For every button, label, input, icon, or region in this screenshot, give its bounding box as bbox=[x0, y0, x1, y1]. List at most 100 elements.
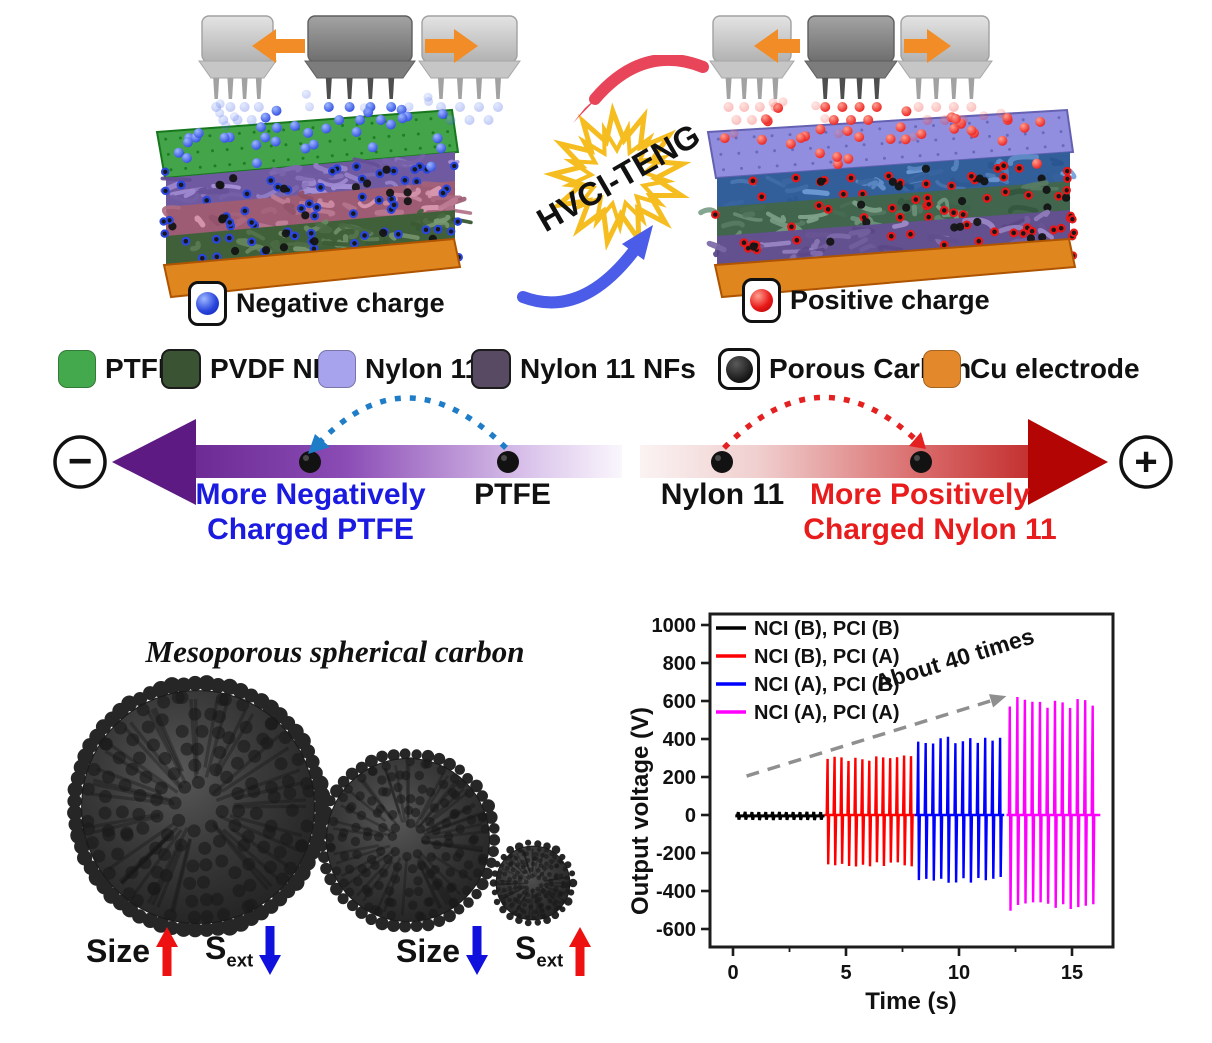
sext-label: Sext bbox=[515, 930, 564, 971]
legend-entry-label: NCI (B), PCI (B) bbox=[754, 618, 900, 640]
more-negatively-label: More Negatively bbox=[195, 478, 426, 511]
legend-entry-label: NCI (A), PCI (B) bbox=[754, 674, 900, 696]
star-burst-icon bbox=[517, 55, 709, 309]
sext-up-arrow-icon bbox=[569, 927, 592, 976]
red-arc-arrowhead-icon bbox=[909, 432, 926, 449]
corona-nozzle-center bbox=[304, 15, 416, 99]
minus-symbol: − bbox=[68, 437, 93, 484]
triboelectric-series-scale: − + bbox=[53, 394, 1173, 505]
corona-nozzle-side bbox=[897, 15, 993, 99]
series-0 bbox=[735, 811, 825, 821]
move-left-arrow-icon bbox=[252, 29, 305, 63]
plus-circle-icon bbox=[1119, 435, 1173, 489]
size-down-arrow-icon bbox=[466, 926, 489, 975]
positive-direction-arrowhead bbox=[1028, 419, 1108, 505]
size-up-arrow-icon bbox=[156, 927, 179, 976]
nanofiber-layer bbox=[161, 181, 473, 237]
red-dashed-shift-arc bbox=[722, 394, 918, 450]
y-tick-label: 800 bbox=[663, 653, 696, 675]
sext-label: Sext bbox=[205, 930, 254, 971]
nylon11-point-label: Nylon 11 bbox=[660, 478, 785, 511]
nylon11-label: Nylon 11 bbox=[365, 353, 481, 384]
negative-charge-icon bbox=[188, 281, 227, 326]
blue-sphere-icon bbox=[196, 292, 219, 315]
cu-electrode-base bbox=[713, 237, 1077, 299]
series-3 bbox=[1006, 696, 1101, 911]
nylon11-nfs-label: Nylon 11 NFs bbox=[520, 353, 696, 384]
pvdf-nfs-swatch-icon bbox=[161, 349, 201, 389]
legend-negative-charge: Negative charge bbox=[188, 281, 445, 326]
cu-electrode-label: Cu electrode bbox=[970, 353, 1140, 384]
ptfe-dot bbox=[497, 451, 519, 473]
y-tick-label: -200 bbox=[656, 843, 696, 865]
cu-electrode-swatch-icon bbox=[923, 350, 961, 388]
hvci-teng-burst: HVCI-TENG bbox=[517, 55, 709, 309]
nanofiber-layer bbox=[717, 152, 1077, 209]
plus-symbol: + bbox=[1134, 440, 1157, 484]
move-right-arrow-icon bbox=[904, 29, 951, 63]
blue-dashed-shift-arc bbox=[318, 395, 508, 450]
dot-highlight bbox=[914, 455, 920, 461]
cu-electrode-base bbox=[162, 237, 462, 299]
y-tick-label: 0 bbox=[685, 805, 696, 827]
output-voltage-chart: -600 -400 -200 0 200 400 600 800 1000 0 5 10 15 Outpu… bbox=[628, 593, 1212, 1043]
star-burst-inner bbox=[561, 120, 676, 235]
y-axis-label: Output voltage (V) bbox=[628, 707, 654, 915]
charged-nylon11-dot bbox=[910, 451, 932, 473]
red-sphere-icon bbox=[750, 289, 773, 312]
x-axis-label: Time (s) bbox=[865, 988, 957, 1015]
corona-nozzle-side bbox=[198, 15, 277, 99]
material-legend-item-cu-electrode: Cu electrode bbox=[923, 348, 1140, 390]
sext-down-arrow-icon bbox=[259, 926, 282, 975]
positive-charge-label: Positive charge bbox=[790, 285, 990, 315]
series-1 bbox=[824, 755, 915, 867]
blue-curved-arrowhead bbox=[622, 225, 653, 260]
legend-entry-label: NCI (A), PCI (A) bbox=[754, 702, 900, 724]
blue-arc-arrowhead-icon bbox=[308, 434, 330, 454]
nylon11-nfs-swatch-icon bbox=[471, 349, 511, 389]
plot-frame bbox=[708, 612, 1115, 949]
x-tick-label: 0 bbox=[727, 962, 738, 984]
more-positively-label: More Positively bbox=[809, 478, 1031, 511]
move-right-arrow-icon bbox=[425, 29, 478, 63]
x-tick-label: 15 bbox=[1061, 962, 1083, 984]
blue-curved-arrow-icon bbox=[517, 246, 639, 309]
negative-direction-arrowhead bbox=[112, 419, 196, 505]
ion-particles bbox=[173, 89, 503, 172]
nanofiber-layer bbox=[166, 208, 473, 266]
annotation-arrowhead-icon bbox=[989, 694, 1007, 708]
material-legend-item-nylon11: Nylon 11 bbox=[318, 348, 480, 390]
charged-nylon11-label: Charged Nylon 11 bbox=[803, 513, 1057, 546]
corona-charging-device-negative bbox=[155, 15, 521, 299]
dot-highlight bbox=[303, 455, 309, 461]
y-tick-label: 1000 bbox=[652, 615, 697, 637]
carbon-panel-title: Mesoporous spherical carbon bbox=[145, 634, 525, 669]
size-label: Size bbox=[86, 932, 151, 969]
carbon-ball-icon bbox=[725, 355, 753, 383]
dot-highlight bbox=[501, 455, 507, 461]
corona-nozzle-side bbox=[418, 15, 521, 99]
carbon-sphere bbox=[315, 748, 501, 933]
carbon-sphere bbox=[67, 675, 331, 938]
ptfe-point-label: PTFE bbox=[474, 478, 551, 511]
material-legend-item-nylon11-nfs: Nylon 11 NFs bbox=[471, 348, 696, 390]
corona-charging-device-positive bbox=[698, 15, 1079, 299]
chart-legend: NCI (B), PCI (B) NCI (B), PCI (A) NCI (A),… bbox=[716, 618, 900, 724]
positive-direction-arrow-shaft bbox=[640, 445, 1030, 478]
y-tick-label: 400 bbox=[663, 729, 696, 751]
material-legend: PTFE PVDF NFs Nylon 11 Nylon 11 NFs Poro… bbox=[0, 348, 1212, 394]
charged-ptfe-label: Charged PTFE bbox=[207, 513, 414, 546]
legend-entry-label: NCI (B), PCI (A) bbox=[754, 646, 900, 668]
size-relation-left: Size Sext bbox=[86, 926, 282, 976]
red-curved-arrow-icon bbox=[589, 55, 709, 105]
size-label: Size bbox=[396, 932, 461, 969]
negative-direction-arrow-shaft bbox=[190, 445, 622, 478]
x-tick-label: 10 bbox=[948, 962, 970, 984]
chart-plot: -600 -400 -200 0 200 400 600 800 1000 0 5 10 15 Outpu… bbox=[628, 612, 1115, 1015]
dot-highlight bbox=[715, 455, 721, 461]
axes: -600 -400 -200 0 200 400 600 800 1000 0 5 10 15 bbox=[652, 615, 1084, 984]
y-tick-label: 600 bbox=[663, 691, 696, 713]
porous-carbon-swatch-icon bbox=[718, 348, 760, 390]
charged-ptfe-dot bbox=[299, 451, 321, 473]
negative-charge-label: Negative charge bbox=[236, 288, 445, 318]
